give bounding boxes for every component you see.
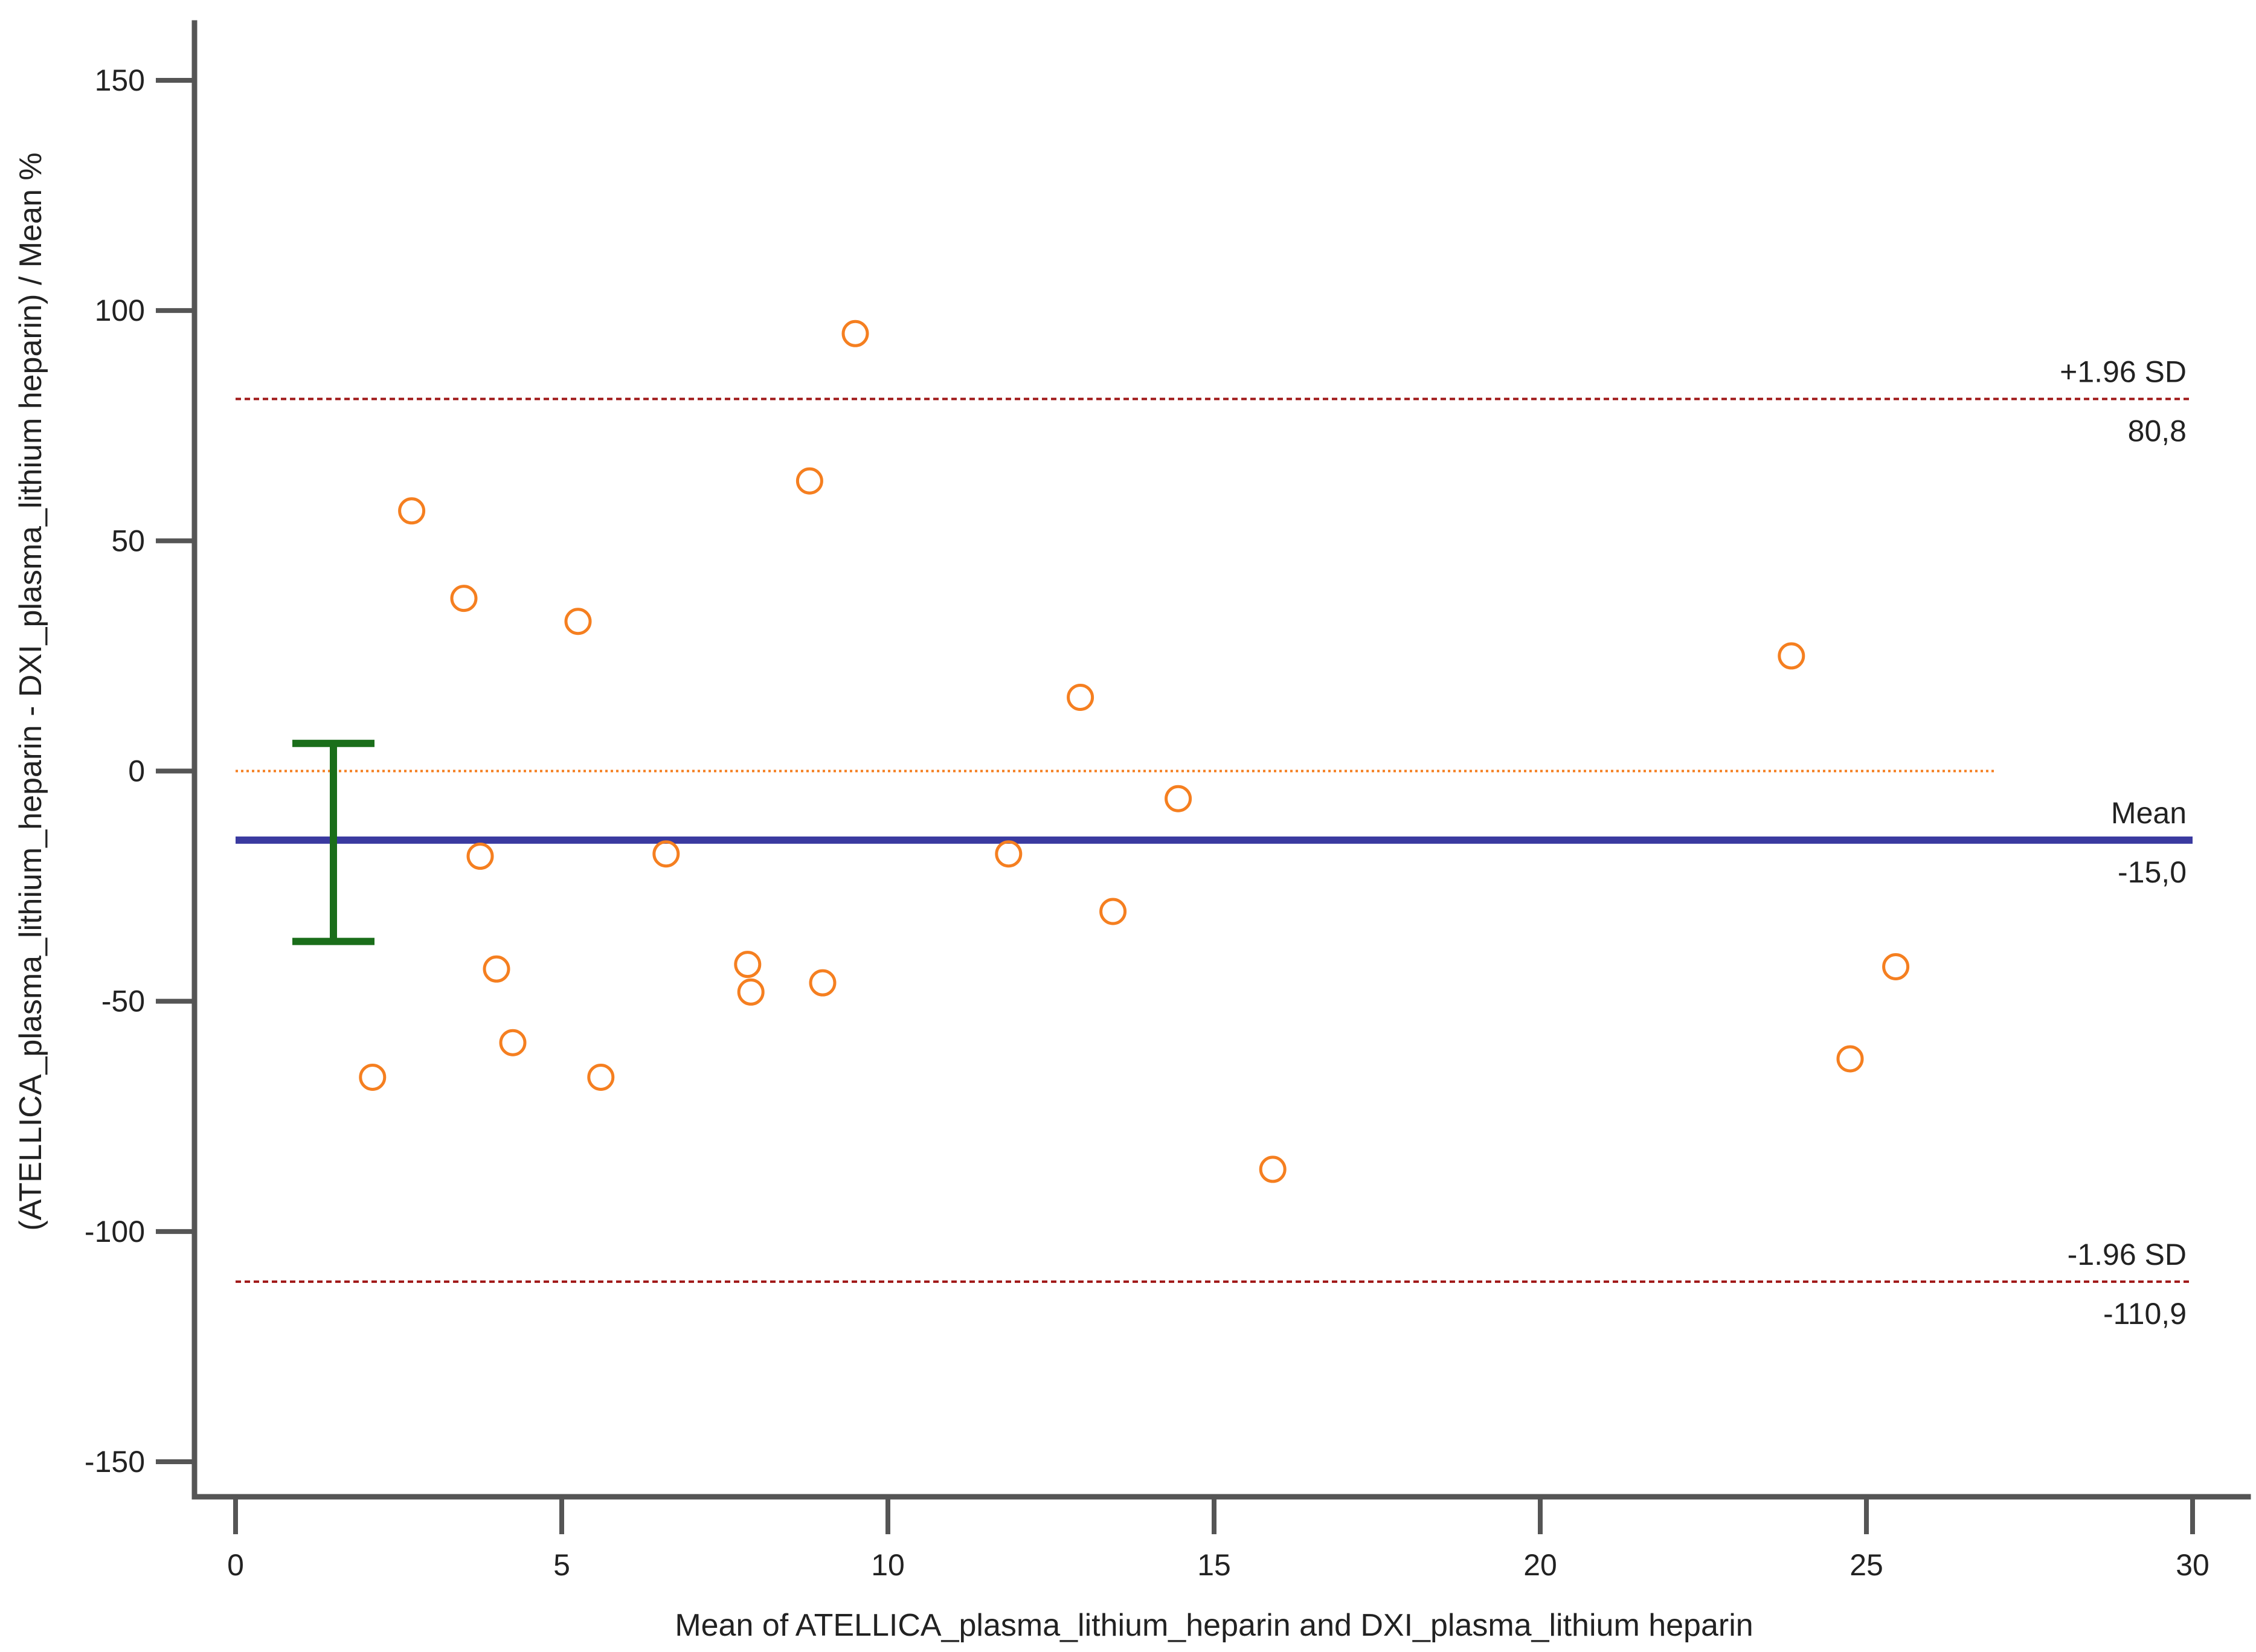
- x-tick-label: 30: [2176, 1548, 2209, 1582]
- lower-limit-label: -1.96 SD: [2068, 1238, 2187, 1271]
- x-tick-label: 5: [553, 1548, 570, 1582]
- data-point: [841, 320, 869, 347]
- data-point: [564, 608, 592, 635]
- x-tick-label: 0: [227, 1548, 244, 1582]
- data-point: [734, 951, 762, 979]
- data-point: [587, 1063, 615, 1091]
- data-point: [398, 497, 426, 525]
- data-point: [1165, 785, 1192, 812]
- data-point: [1882, 953, 1910, 980]
- x-tick-label: 20: [1523, 1548, 1557, 1582]
- data-point: [450, 585, 478, 612]
- data-point: [652, 840, 680, 868]
- x-tick-label: 10: [871, 1548, 905, 1582]
- lower-limit-value: -110,9: [2103, 1297, 2187, 1331]
- data-points: [359, 320, 1910, 1183]
- data-point: [737, 978, 765, 1006]
- data-point: [1836, 1045, 1864, 1073]
- data-point: [995, 840, 1023, 868]
- upper-limit-value: 80,8: [2128, 414, 2187, 448]
- reference-lines: [236, 397, 2193, 1283]
- data-point: [1259, 1155, 1287, 1183]
- mean-label: Mean: [2111, 796, 2187, 830]
- y-tick-label: 50: [111, 524, 145, 558]
- y-tick-label: 100: [95, 294, 145, 327]
- y-tick-label: -50: [101, 985, 145, 1018]
- data-point: [795, 467, 823, 495]
- mean-value: -15,0: [2118, 855, 2187, 889]
- data-point: [359, 1063, 387, 1091]
- data-point: [1067, 684, 1094, 712]
- y-tick-label: -100: [85, 1215, 145, 1249]
- line-labels: +1.96 SD 80,8 Mean -15,0 -1.96 SD -110,9: [2060, 355, 2187, 1331]
- x-axis-title: Mean of ATELLICA_plasma_lithium_heparin …: [675, 1608, 1753, 1643]
- y-axis-title: (ATELLICA_plasma_lithium_heparin - DXI_p…: [13, 152, 48, 1230]
- x-tick-label: 25: [1849, 1548, 1883, 1582]
- data-point: [466, 843, 494, 870]
- data-point: [499, 1029, 527, 1056]
- upper-limit-label: +1.96 SD: [2060, 355, 2187, 389]
- y-tick-label: 0: [128, 754, 145, 788]
- axes: -150 -100 -50 0 50 100 150 0 5 10 15 20 25 30: [85, 20, 2251, 1582]
- data-point: [809, 969, 837, 997]
- x-tick-label: 15: [1197, 1548, 1231, 1582]
- y-tick-label: 150: [95, 63, 145, 97]
- y-tick-label: -150: [85, 1445, 145, 1479]
- data-point: [483, 955, 510, 983]
- mean-confidence-interval: [292, 739, 374, 945]
- data-point: [1778, 642, 1805, 670]
- data-point: [1099, 898, 1127, 925]
